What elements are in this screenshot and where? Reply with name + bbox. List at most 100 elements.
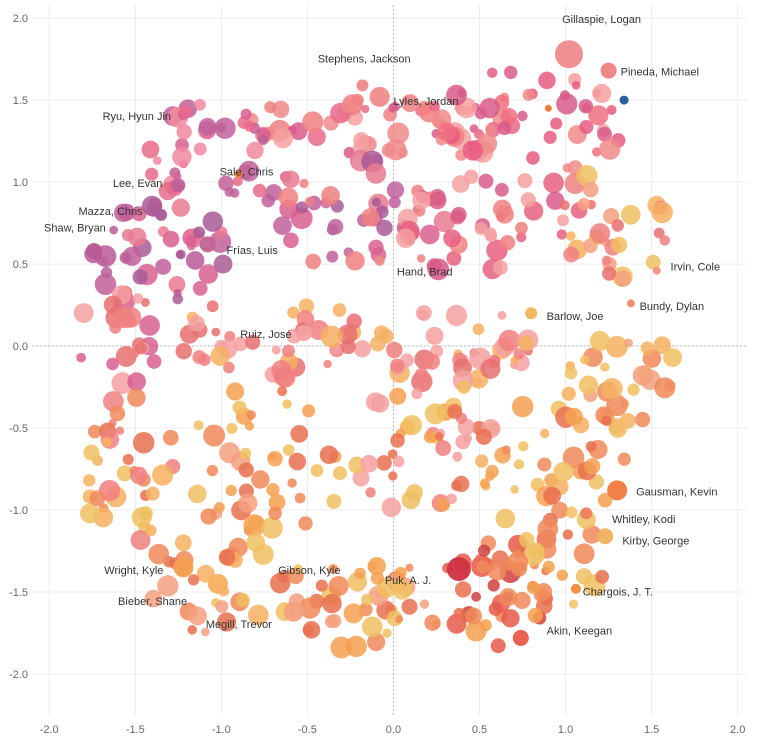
scatter-point[interactable] (155, 258, 172, 275)
scatter-point[interactable] (310, 464, 324, 477)
scatter-point[interactable] (132, 269, 148, 285)
scatter-point[interactable] (127, 227, 147, 247)
scatter-point[interactable] (185, 234, 197, 246)
scatter-point[interactable] (240, 108, 252, 120)
scatter-point[interactable] (513, 348, 525, 360)
labeled-point[interactable] (234, 169, 243, 178)
scatter-point[interactable] (144, 524, 157, 537)
scatter-point[interactable] (597, 492, 613, 508)
scatter-point[interactable] (654, 377, 676, 399)
labeled-point[interactable] (155, 208, 168, 221)
scatter-point[interactable] (562, 446, 585, 469)
scatter-point[interactable] (416, 254, 426, 263)
scatter-point[interactable] (287, 306, 300, 319)
scatter-point[interactable] (198, 264, 219, 284)
scatter-point[interactable] (361, 208, 380, 227)
scatter-point[interactable] (414, 367, 429, 382)
scatter-point[interactable] (213, 501, 225, 513)
scatter-point[interactable] (210, 346, 230, 366)
scatter-point[interactable] (388, 196, 401, 209)
labeled-point[interactable] (374, 255, 385, 266)
scatter-point[interactable] (224, 187, 235, 197)
scatter-point[interactable] (187, 574, 200, 586)
scatter-point[interactable] (564, 366, 578, 380)
scatter-point[interactable] (585, 441, 597, 452)
scatter-point[interactable] (367, 556, 386, 576)
scatter-point[interactable] (157, 575, 179, 597)
scatter-point[interactable] (268, 493, 286, 511)
scatter-point[interactable] (353, 132, 370, 149)
scatter-point[interactable] (401, 598, 418, 615)
scatter-point[interactable] (216, 122, 227, 133)
scatter-point[interactable] (659, 235, 671, 246)
scatter-point[interactable] (345, 251, 365, 271)
scatter-point[interactable] (386, 181, 405, 199)
scatter-point[interactable] (582, 524, 602, 544)
scatter-point[interactable] (395, 228, 416, 249)
scatter-point[interactable] (543, 486, 562, 505)
scatter-point[interactable] (425, 326, 444, 345)
scatter-point[interactable] (332, 466, 347, 481)
scatter-point[interactable] (601, 377, 623, 400)
scatter-point[interactable] (490, 638, 506, 654)
scatter-point[interactable] (462, 140, 483, 161)
scatter-point[interactable] (200, 508, 217, 525)
scatter-point[interactable] (405, 563, 414, 572)
scatter-point[interactable] (651, 201, 673, 224)
scatter-point[interactable] (387, 122, 410, 145)
scatter-point[interactable] (451, 480, 462, 491)
scatter-point[interactable] (216, 612, 237, 632)
scatter-point[interactable] (417, 309, 429, 320)
scatter-point[interactable] (411, 388, 423, 400)
scatter-point[interactable] (424, 614, 441, 631)
scatter-point[interactable] (327, 218, 344, 235)
accent-point[interactable] (544, 104, 552, 112)
scatter-point[interactable] (419, 599, 430, 609)
scatter-point[interactable] (606, 105, 617, 115)
scatter-point[interactable] (148, 543, 170, 565)
scatter-point[interactable] (243, 514, 266, 537)
scatter-point[interactable] (193, 226, 206, 239)
labeled-point[interactable] (283, 601, 304, 622)
scatter-point[interactable] (550, 117, 563, 130)
scatter-point[interactable] (244, 120, 256, 132)
scatter-point[interactable] (495, 508, 516, 529)
scatter-point[interactable] (361, 593, 373, 606)
scatter-point[interactable] (298, 298, 315, 314)
scatter-point[interactable] (446, 84, 467, 106)
scatter-point[interactable] (517, 110, 528, 122)
scatter-point[interactable] (321, 186, 340, 205)
scatter-point[interactable] (315, 579, 328, 592)
scatter-point[interactable] (595, 569, 610, 584)
scatter-point[interactable] (298, 516, 313, 531)
scatter-point[interactable] (111, 372, 134, 395)
scatter-point[interactable] (566, 231, 576, 241)
scatter-point[interactable] (130, 466, 148, 485)
scatter-point[interactable] (392, 455, 405, 468)
scatter-point[interactable] (340, 339, 356, 355)
scatter-point[interactable] (556, 569, 569, 581)
scatter-point[interactable] (542, 560, 555, 574)
scatter-point[interactable] (390, 358, 405, 373)
scatter-point[interactable] (176, 124, 192, 140)
scatter-point[interactable] (479, 97, 500, 119)
scatter-point[interactable] (634, 411, 651, 428)
scatter-point[interactable] (261, 193, 275, 208)
scatter-point[interactable] (597, 126, 612, 142)
scatter-point[interactable] (343, 603, 364, 624)
scatter-point[interactable] (589, 330, 610, 352)
scatter-point[interactable] (495, 205, 514, 224)
scatter-point[interactable] (232, 176, 243, 187)
scatter-point[interactable] (145, 486, 160, 501)
scatter-point[interactable] (282, 399, 292, 409)
scatter-point[interactable] (500, 108, 518, 126)
scatter-point[interactable] (527, 607, 544, 624)
scatter-point[interactable] (575, 568, 593, 585)
scatter-point[interactable] (188, 606, 207, 626)
scatter-point[interactable] (573, 543, 595, 565)
labeled-point[interactable] (207, 573, 228, 594)
scatter-point[interactable] (653, 227, 665, 239)
scatter-point[interactable] (202, 211, 224, 232)
scatter-point[interactable] (584, 458, 601, 475)
labeled-point[interactable] (171, 178, 186, 193)
